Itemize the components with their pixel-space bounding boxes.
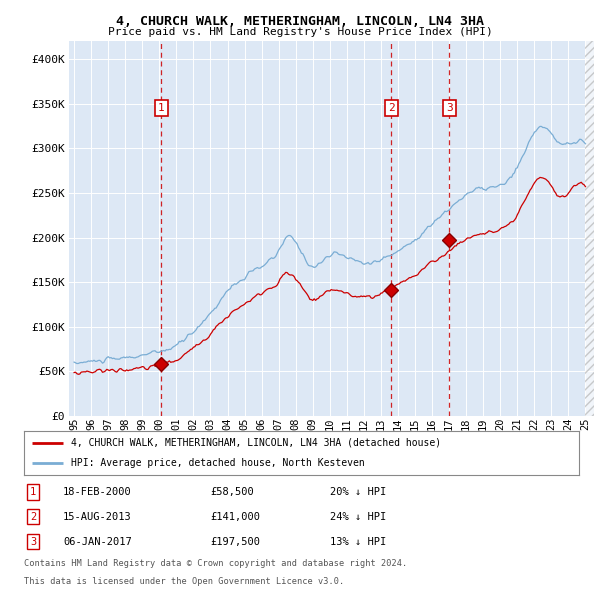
Text: £58,500: £58,500 (210, 487, 254, 497)
Text: 06-JAN-2017: 06-JAN-2017 (63, 537, 132, 546)
Text: £197,500: £197,500 (210, 537, 260, 546)
Text: Price paid vs. HM Land Registry's House Price Index (HPI): Price paid vs. HM Land Registry's House … (107, 27, 493, 37)
Text: 24% ↓ HPI: 24% ↓ HPI (330, 512, 386, 522)
Text: 13% ↓ HPI: 13% ↓ HPI (330, 537, 386, 546)
Text: This data is licensed under the Open Government Licence v3.0.: This data is licensed under the Open Gov… (24, 576, 344, 586)
Text: Contains HM Land Registry data © Crown copyright and database right 2024.: Contains HM Land Registry data © Crown c… (24, 559, 407, 568)
Text: 1: 1 (158, 103, 165, 113)
Text: 4, CHURCH WALK, METHERINGHAM, LINCOLN, LN4 3HA: 4, CHURCH WALK, METHERINGHAM, LINCOLN, L… (116, 15, 484, 28)
Text: 3: 3 (30, 537, 36, 546)
Text: 4, CHURCH WALK, METHERINGHAM, LINCOLN, LN4 3HA (detached house): 4, CHURCH WALK, METHERINGHAM, LINCOLN, L… (71, 438, 442, 448)
Text: 2: 2 (30, 512, 36, 522)
Text: £141,000: £141,000 (210, 512, 260, 522)
Text: 15-AUG-2013: 15-AUG-2013 (63, 512, 132, 522)
Text: 20% ↓ HPI: 20% ↓ HPI (330, 487, 386, 497)
Text: 18-FEB-2000: 18-FEB-2000 (63, 487, 132, 497)
Text: 2: 2 (388, 103, 395, 113)
Text: 3: 3 (446, 103, 453, 113)
Text: 1: 1 (30, 487, 36, 497)
Text: HPI: Average price, detached house, North Kesteven: HPI: Average price, detached house, Nort… (71, 458, 365, 468)
